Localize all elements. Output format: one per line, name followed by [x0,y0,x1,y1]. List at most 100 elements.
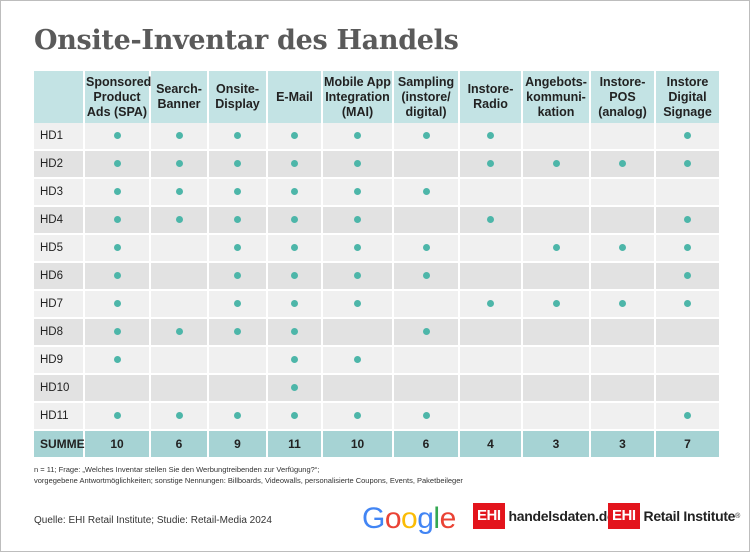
table-cell [266,374,322,403]
table-cell [321,262,393,291]
table-cell [458,318,522,347]
table-cell [654,206,719,235]
table-cell [321,150,393,179]
table-cell [654,402,719,431]
summary-value: 3 [589,430,655,459]
table-row: HD6 [34,262,719,291]
google-logo-letter: o [401,502,418,535]
dot-mark [291,216,298,223]
row-label: HD5 [34,234,84,263]
table-cell [321,402,393,431]
column-header: Search-Banner [149,71,208,123]
dot-mark [619,300,626,307]
table-row: HD9 [34,346,719,375]
dot-mark [113,160,121,167]
dot-mark [113,216,121,223]
column-header: Instore-POS (analog) [589,71,655,123]
google-logo-letter: o [384,502,402,535]
row-label: HD7 [34,290,84,319]
dot-mark [354,160,361,167]
dot-mark [684,272,691,279]
dot-mark [291,412,298,419]
table-cell [654,318,719,347]
table-cell [207,206,267,235]
table-cell [521,374,590,403]
table-cell [458,150,522,179]
google-logo-letter: G [362,502,385,535]
dot-mark [175,188,183,195]
table-cell [589,318,655,347]
table-cell [458,234,522,263]
table-cell [207,178,267,207]
table-cell [321,290,393,319]
table-cell [521,178,590,207]
table-cell [654,290,719,319]
dot-mark [175,328,183,335]
table-cell [458,290,522,319]
table-cell [207,150,267,179]
dot-mark [113,132,121,139]
dot-mark [234,244,241,251]
table-cell [392,318,459,347]
dot-mark [113,272,121,279]
table-cell [521,123,590,151]
dot-mark [422,244,430,251]
column-header: Sponsored Product Ads (SPA) [83,71,151,123]
table-cell [458,178,522,207]
header-corner [34,71,84,123]
dot-mark [113,244,121,251]
inventory-table: Sponsored Product Ads (SPA) Search-Banne… [34,71,719,459]
column-header: Sampling (instore/ digital) [392,71,459,123]
table-row: HD8 [34,318,719,347]
summary-value: 7 [654,430,719,459]
table-cell [321,178,393,207]
column-header: E-Mail [266,71,322,123]
summary-label: SUMME [34,430,85,459]
dot-mark [291,300,298,307]
dot-mark [684,244,691,251]
dot-mark [422,412,430,419]
table-cell [521,346,590,375]
footnote-answers: vorgegebene Antwortmöglichkeiten; sonsti… [34,476,463,485]
row-label: HD3 [34,178,84,207]
google-logo-letter: g [417,502,434,535]
dot-mark [291,328,298,335]
table-row: HD5 [34,234,719,263]
dot-mark [487,216,494,223]
dot-mark [113,300,121,307]
table-cell [392,178,459,207]
column-header: Onsite-Display [207,71,267,123]
table-cell [654,123,719,151]
table-cell [392,262,459,291]
table-cell [392,346,459,375]
table-cell [589,150,655,179]
table-cell [149,290,208,319]
table-cell [149,262,208,291]
table-cell [266,346,322,375]
dot-mark [684,300,691,307]
summary-value: 6 [392,430,459,459]
dot-mark [684,412,691,419]
table-cell [149,402,208,431]
table-cell [83,206,150,235]
row-label: HD11 [34,402,84,431]
table-row: HD3 [34,178,719,207]
dot-mark [291,132,298,139]
table-cell [654,374,719,403]
dot-mark [234,216,241,223]
google-logo: Google [362,502,456,536]
table-cell [207,374,267,403]
table-cell [392,374,459,403]
summary-value: 9 [207,430,267,459]
table-cell [589,123,655,151]
table-cell [321,374,393,403]
table-row: HD11 [34,402,719,431]
header-row: Sponsored Product Ads (SPA) Search-Banne… [34,71,719,123]
table-cell [207,234,267,263]
table-cell [207,318,267,347]
dot-mark [552,300,560,307]
table-cell [392,402,459,431]
table-cell [207,290,267,319]
table-cell [654,178,719,207]
